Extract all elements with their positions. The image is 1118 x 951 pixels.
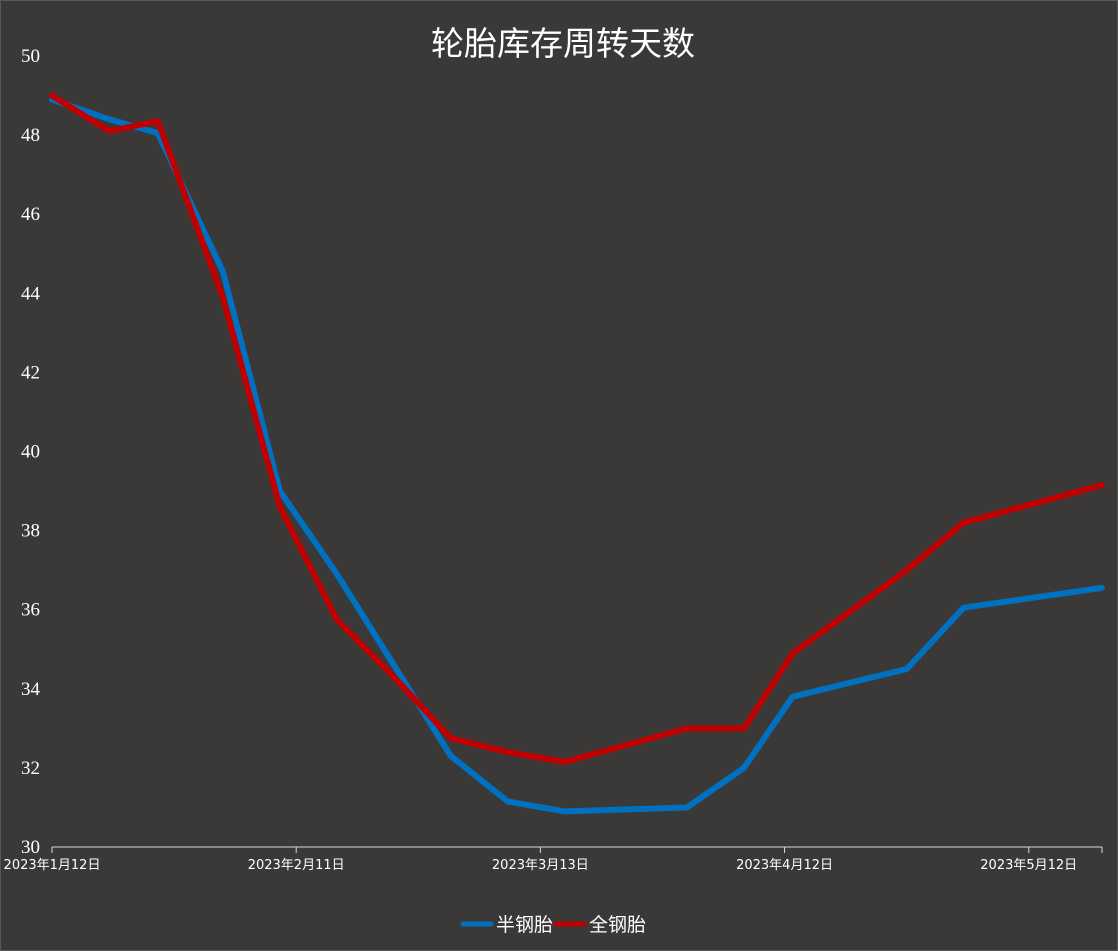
x-tick-label: 2023年2月11日 [248,858,345,873]
data-point [448,735,454,741]
legend-label: 全钢胎 [589,914,646,936]
y-tick-label: 42 [21,362,40,383]
data-point [277,504,283,510]
data-point [904,666,910,672]
data-point [684,805,690,811]
data-point [684,725,690,731]
y-tick-label: 34 [21,679,41,700]
data-point [106,116,112,122]
x-tick-label: 2023年1月12日 [4,858,101,873]
y-axis: 30 32 34 36 38 40 42 44 46 48 50 [21,46,41,858]
data-point [904,567,910,573]
series-line-2 [49,92,1105,765]
x-axis: 2023年1月12日 2023年2月11日 2023年3月13日 2023年4月12日… [4,846,1103,873]
data-point [505,799,511,805]
data-point [448,753,454,759]
data-point [334,617,340,623]
data-point [106,128,112,134]
y-tick-label: 46 [21,204,40,225]
data-point [961,605,967,611]
data-point [741,765,747,771]
data-point [1099,482,1105,488]
legend: 半钢胎 全钢胎 [460,914,646,936]
data-point [505,749,511,755]
y-tick-label: 30 [21,837,40,858]
data-point [155,118,161,124]
data-point [790,650,796,656]
data-point [391,674,397,680]
y-tick-label: 36 [21,600,40,621]
legend-label: 半钢胎 [496,914,553,936]
data-point [334,571,340,577]
y-tick-label: 40 [21,442,40,463]
x-tick-label: 2023年4月12日 [736,858,833,873]
y-tick-label: 44 [21,283,41,304]
data-point [562,808,568,814]
x-tick-label: 2023年5月12日 [980,858,1077,873]
y-tick-label: 48 [21,125,40,146]
y-tick-label: 38 [21,521,40,542]
data-point [1099,585,1105,591]
data-point [49,93,55,99]
data-point [220,294,226,300]
series-layer [49,92,1105,815]
data-point [961,520,967,526]
y-tick-label: 32 [21,758,40,779]
data-point [562,759,568,765]
data-point [220,269,226,275]
chart-title: 轮胎库存周转天数 [431,24,695,63]
x-tick-label: 2023年3月13日 [492,858,589,873]
data-point [790,694,796,700]
y-tick-label: 50 [21,46,40,67]
data-point [391,662,397,668]
data-point [741,725,747,731]
series-line-1 [49,96,1105,815]
